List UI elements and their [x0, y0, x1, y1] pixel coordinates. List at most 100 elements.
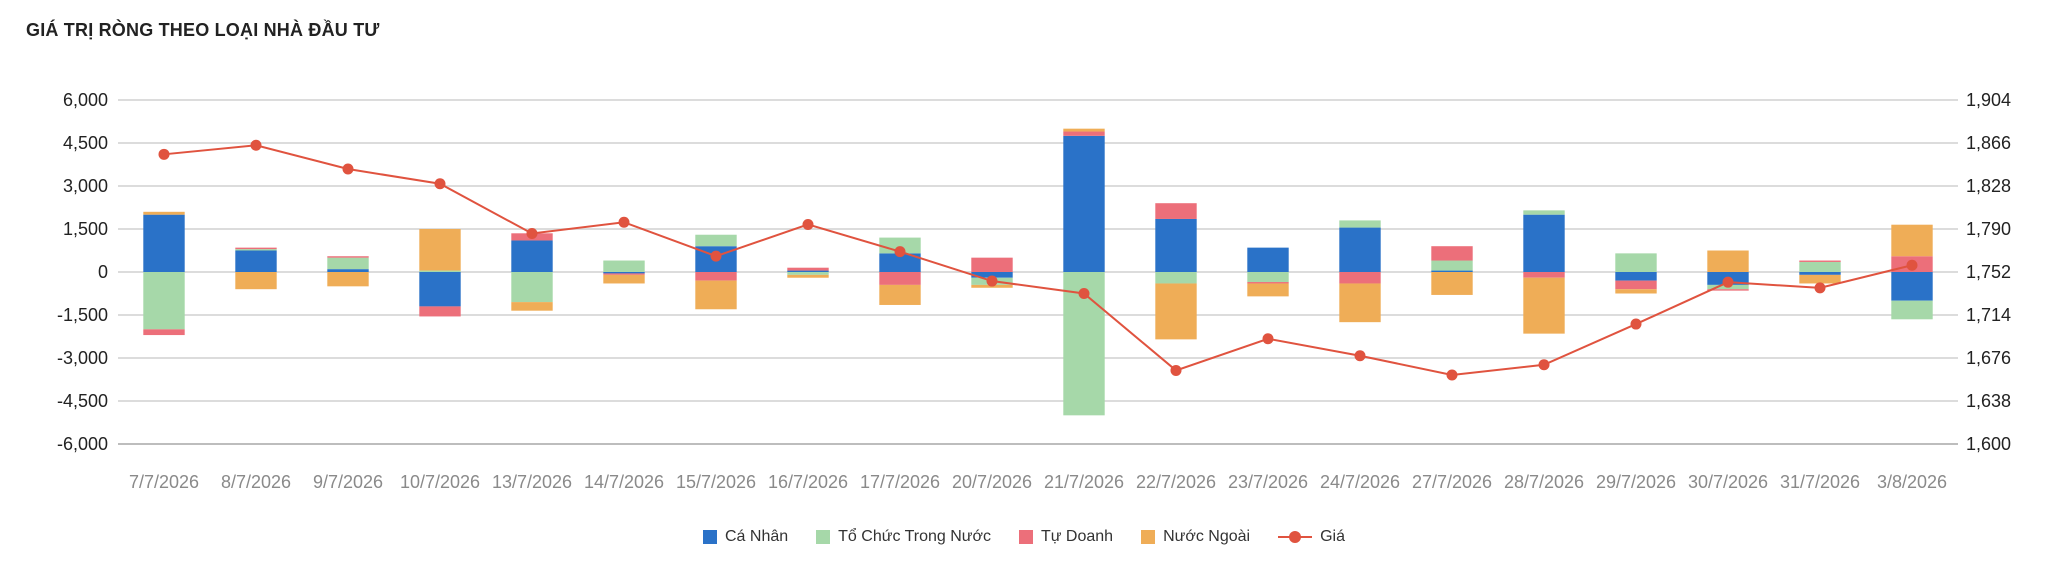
- legend-swatch: [703, 530, 717, 544]
- bar-segment-3: [971, 257, 1013, 272]
- x-tick-label: 16/7/2026: [768, 472, 848, 492]
- bar-segment-1: [419, 272, 461, 307]
- bar-segment-1: [1247, 247, 1289, 272]
- y-left-tick-label: 4,500: [63, 133, 108, 153]
- bar-segment-3: [695, 272, 737, 281]
- price-point: [1262, 333, 1274, 345]
- price-point: [1906, 259, 1918, 271]
- x-tick-label: 9/7/2026: [313, 472, 383, 492]
- x-tick-label: 10/7/2026: [400, 472, 480, 492]
- bar-segment-1: [1339, 227, 1381, 272]
- y-right-tick-label: 1,600: [1966, 434, 2011, 454]
- price-point: [894, 246, 906, 258]
- bar-segment-2: [787, 272, 829, 275]
- price-point: [526, 228, 538, 240]
- bar-segment-2: [1523, 210, 1565, 215]
- price-point: [1722, 276, 1734, 288]
- chart-title: GIÁ TRỊ RÒNG THEO LOẠI NHÀ ĐẦU TƯ: [26, 20, 380, 40]
- bar-segment-1: [1891, 272, 1933, 301]
- bar-segment-4: [143, 211, 185, 215]
- bar-segment-4: [1891, 224, 1933, 257]
- bar-segment-3: [143, 329, 185, 336]
- price-point: [1538, 359, 1550, 371]
- bar-segment-4: [511, 302, 553, 311]
- bar-segment-3: [787, 267, 829, 271]
- x-tick-label: 3/8/2026: [1877, 472, 1947, 492]
- price-point: [986, 275, 998, 287]
- y-right-tick-label: 1,714: [1966, 305, 2011, 325]
- bar-segment-2: [1891, 300, 1933, 320]
- y-right-tick-label: 1,904: [1966, 90, 2011, 110]
- legend-label: Cá Nhân: [725, 528, 789, 545]
- x-tick-label: 13/7/2026: [492, 472, 572, 492]
- y-left-tick-label: 6,000: [63, 90, 108, 110]
- x-tick-label: 30/7/2026: [1688, 472, 1768, 492]
- y-left-tick-label: -1,500: [57, 305, 108, 325]
- bar-segment-2: [1799, 261, 1841, 272]
- price-point: [1630, 318, 1642, 330]
- price-point: [342, 163, 354, 175]
- bar-segment-2: [1155, 272, 1197, 284]
- bar-segment-4: [1247, 283, 1289, 297]
- legend-swatch: [1019, 530, 1033, 544]
- x-tick-label: 23/7/2026: [1228, 472, 1308, 492]
- bar-segment-2: [235, 249, 277, 251]
- y-right-tick-label: 1,866: [1966, 133, 2011, 153]
- bar-segment-1: [971, 272, 1013, 278]
- price-line-layer: [158, 139, 1918, 381]
- bar-segment-1: [1431, 270, 1473, 272]
- bar-segment-4: [1523, 277, 1565, 334]
- bar-segment-3: [327, 256, 369, 258]
- legend-item[interactable]: Cá Nhân: [703, 528, 788, 546]
- bar-segment-1: [879, 253, 921, 272]
- y-right-tick-label: 1,790: [1966, 219, 2011, 239]
- price-point: [618, 216, 630, 228]
- bar-segment-1: [1615, 272, 1657, 281]
- x-tick-label: 22/7/2026: [1136, 472, 1216, 492]
- y-left-tick-label: -6,000: [57, 434, 108, 454]
- x-tick-label: 15/7/2026: [676, 472, 756, 492]
- bar-segment-1: [327, 269, 369, 272]
- x-tick-label: 31/7/2026: [1780, 472, 1860, 492]
- legend-swatch: [816, 530, 831, 544]
- legend-item[interactable]: Giá: [1278, 528, 1345, 546]
- price-point: [1170, 364, 1182, 376]
- bar-segment-1: [1063, 135, 1105, 272]
- bar-segment-2: [419, 270, 461, 272]
- bar-segment-1: [1799, 272, 1841, 275]
- x-tick-label: 17/7/2026: [860, 472, 940, 492]
- bar-segment-3: [1247, 282, 1289, 284]
- bar-segment-4: [879, 284, 921, 305]
- bar-segment-3: [879, 272, 921, 285]
- bar-segment-2: [511, 272, 553, 303]
- legend-item[interactable]: Nước Ngoài: [1141, 528, 1250, 546]
- x-tick-label: 7/7/2026: [129, 472, 199, 492]
- bar-segment-3: [235, 247, 277, 250]
- price-line: [163, 144, 1913, 376]
- y-left-tick-label: 3,000: [63, 176, 108, 196]
- bar-segment-1: [1155, 218, 1197, 272]
- bar-segment-2: [327, 257, 369, 270]
- x-tick-label: 28/7/2026: [1504, 472, 1584, 492]
- y-right-tick-label: 1,676: [1966, 348, 2011, 368]
- bar-segment-3: [1707, 289, 1749, 291]
- bar-segment-3: [603, 273, 645, 275]
- y-right-tick-label: 1,752: [1966, 262, 2011, 282]
- legend-item[interactable]: Tổ Chức Trong Nước: [816, 528, 991, 546]
- x-tick-label: 8/7/2026: [221, 472, 291, 492]
- bar-segment-4: [1707, 250, 1749, 272]
- bar-segment-3: [1615, 280, 1657, 290]
- bar-segment-2: [695, 234, 737, 247]
- price-point: [710, 250, 722, 262]
- legend-item[interactable]: Tự Doanh: [1019, 528, 1113, 546]
- x-tick-label: 20/7/2026: [952, 472, 1032, 492]
- bar-segment-3: [419, 306, 461, 317]
- legend-label: Nước Ngoài: [1163, 528, 1251, 545]
- y-left-tick-label: -4,500: [57, 391, 108, 411]
- bar-segment-4: [1615, 289, 1657, 294]
- chart-legend: Cá Nhân Tổ Chức Trong Nước Tự Doanh Nước Ng…: [0, 528, 2048, 546]
- bar-segment-1: [143, 214, 185, 272]
- bar-segment-3: [1155, 203, 1197, 219]
- axis-labels-layer: 6,000 4,500 3,000 1,500 0 -1,500 -3,000 -4,500 -…: [57, 90, 2011, 492]
- legend-label: Giá: [1320, 528, 1345, 545]
